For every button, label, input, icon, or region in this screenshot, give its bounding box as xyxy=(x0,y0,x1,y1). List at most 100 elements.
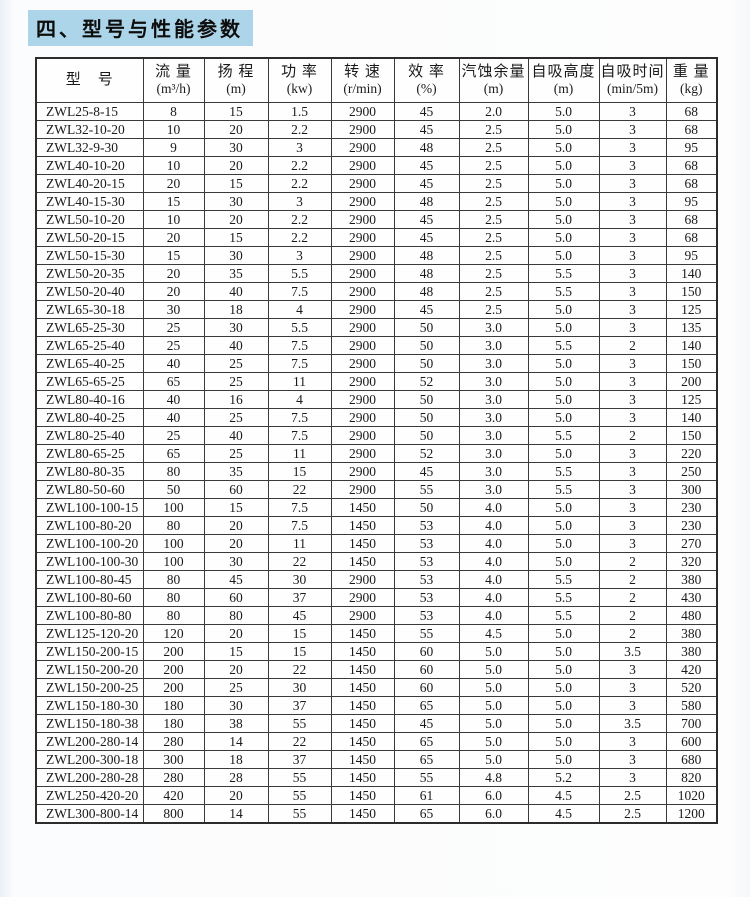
cell-model: ZWL150-180-38 xyxy=(35,714,144,733)
cell-value: 22 xyxy=(267,480,332,499)
cell-value: 3 xyxy=(598,678,667,697)
column-header-unit: (m) xyxy=(226,81,246,97)
cell-value: 5.0 xyxy=(527,408,600,427)
cell-model: ZWL80-40-25 xyxy=(35,408,144,427)
cell-value: 680 xyxy=(665,750,718,769)
spec-table: 型 号流 量 (m³/h) 扬 程 (m) 功 率 (kw) 转 速 (r/min) 效 率 (%… xyxy=(35,57,718,824)
cell-model: ZWL50-10-20 xyxy=(35,210,144,229)
cell-value: 68 xyxy=(665,174,718,193)
column-header: 流 量 (m³/h) xyxy=(142,57,205,103)
cell-model: ZWL300-800-14 xyxy=(35,804,144,824)
cell-value: 65 xyxy=(393,732,460,751)
cell-value: 7.5 xyxy=(267,426,332,445)
cell-value: 10 xyxy=(142,156,205,175)
cell-value: 5.5 xyxy=(527,462,600,481)
cell-model: ZWL200-280-14 xyxy=(35,732,144,751)
cell-value: 100 xyxy=(142,534,205,553)
cell-value: 5.0 xyxy=(527,498,600,517)
cell-value: 52 xyxy=(393,444,460,463)
cell-value: 180 xyxy=(142,714,205,733)
cell-value: 4.8 xyxy=(458,768,529,787)
table-row: ZWL80-40-25 40 25 7.5 2900 50 3.0 5.0 3 140 xyxy=(35,408,718,427)
column-header-unit: (min/5m) xyxy=(607,81,658,97)
cell-value: 53 xyxy=(393,534,460,553)
cell-value: 300 xyxy=(142,750,205,769)
cell-value: 5.0 xyxy=(527,642,600,661)
cell-value: 4.0 xyxy=(458,588,529,607)
cell-value: 61 xyxy=(393,786,460,805)
cell-value: 4 xyxy=(267,300,332,319)
cell-model: ZWL100-80-80 xyxy=(35,606,144,625)
cell-value: 5.2 xyxy=(527,768,600,787)
cell-value: 5.0 xyxy=(527,750,600,769)
column-header-label: 效 率 xyxy=(408,64,445,81)
cell-value: 3.5 xyxy=(598,714,667,733)
cell-value: 5.0 xyxy=(527,444,600,463)
cell-value: 1450 xyxy=(330,498,395,517)
cell-value: 80 xyxy=(142,606,205,625)
cell-value: 2900 xyxy=(330,462,395,481)
cell-value: 3 xyxy=(598,120,667,139)
cell-value: 53 xyxy=(393,552,460,571)
cell-value: 5.0 xyxy=(527,516,600,535)
cell-value: 3 xyxy=(598,534,667,553)
cell-value: 820 xyxy=(665,768,718,787)
cell-value: 15 xyxy=(142,192,205,211)
table-row: ZWL50-20-35 20 35 5.5 2900 48 2.5 5.5 3 140 xyxy=(35,264,718,283)
cell-value: 2.5 xyxy=(458,156,529,175)
cell-value: 7.5 xyxy=(267,516,332,535)
cell-model: ZWL65-65-25 xyxy=(35,372,144,391)
cell-value: 1450 xyxy=(330,534,395,553)
cell-value: 52 xyxy=(393,372,460,391)
cell-value: 140 xyxy=(665,336,718,355)
cell-value: 3.5 xyxy=(598,642,667,661)
cell-value: 15 xyxy=(203,102,269,121)
cell-value: 9 xyxy=(142,138,205,157)
table-row: ZWL40-20-15 20 15 2.2 2900 45 2.5 5.0 3 68 xyxy=(35,174,718,193)
cell-value: 7.5 xyxy=(267,336,332,355)
cell-value: 14 xyxy=(203,804,269,824)
cell-value: 60 xyxy=(393,678,460,697)
cell-value: 5.5 xyxy=(267,318,332,337)
cell-value: 80 xyxy=(142,516,205,535)
table-row: ZWL32-9-30 9 30 3 2900 48 2.5 5.0 3 95 xyxy=(35,138,718,157)
cell-value: 5.0 xyxy=(527,300,600,319)
cell-value: 25 xyxy=(203,354,269,373)
table-row: ZWL250-420-20 420 20 55 1450 61 6.0 4.5 2.5 1020 xyxy=(35,786,718,805)
table-row: ZWL100-100-20 100 20 11 1450 53 4.0 5.0 3 270 xyxy=(35,534,718,553)
cell-value: 5.0 xyxy=(458,732,529,751)
cell-value: 280 xyxy=(142,732,205,751)
cell-value: 55 xyxy=(267,768,332,787)
cell-value: 300 xyxy=(665,480,718,499)
cell-value: 250 xyxy=(665,462,718,481)
cell-value: 4.0 xyxy=(458,498,529,517)
cell-value: 2.5 xyxy=(458,192,529,211)
cell-value: 45 xyxy=(393,102,460,121)
cell-value: 3 xyxy=(598,318,667,337)
cell-value: 1.5 xyxy=(267,102,332,121)
column-header-label: 扬 程 xyxy=(217,64,255,81)
cell-value: 15 xyxy=(203,498,269,517)
cell-model: ZWL50-20-15 xyxy=(35,228,144,247)
cell-value: 2.2 xyxy=(267,210,332,229)
cell-value: 4.0 xyxy=(458,552,529,571)
cell-model: ZWL25-8-15 xyxy=(35,102,144,121)
cell-value: 15 xyxy=(267,624,332,643)
cell-value: 60 xyxy=(393,642,460,661)
cell-value: 200 xyxy=(142,642,205,661)
cell-value: 800 xyxy=(142,804,205,824)
cell-value: 37 xyxy=(267,750,332,769)
cell-value: 430 xyxy=(665,588,718,607)
cell-value: 140 xyxy=(665,408,718,427)
cell-value: 150 xyxy=(665,282,718,301)
table-row: ZWL32-10-20 10 20 2.2 2900 45 2.5 5.0 3 68 xyxy=(35,120,718,139)
cell-value: 580 xyxy=(665,696,718,715)
cell-value: 38 xyxy=(203,714,269,733)
cell-value: 5.0 xyxy=(527,120,600,139)
cell-value: 2.5 xyxy=(458,246,529,265)
cell-value: 30 xyxy=(267,570,332,589)
cell-value: 2900 xyxy=(330,300,395,319)
cell-value: 1450 xyxy=(330,660,395,679)
cell-value: 135 xyxy=(665,318,718,337)
cell-value: 7.5 xyxy=(267,354,332,373)
